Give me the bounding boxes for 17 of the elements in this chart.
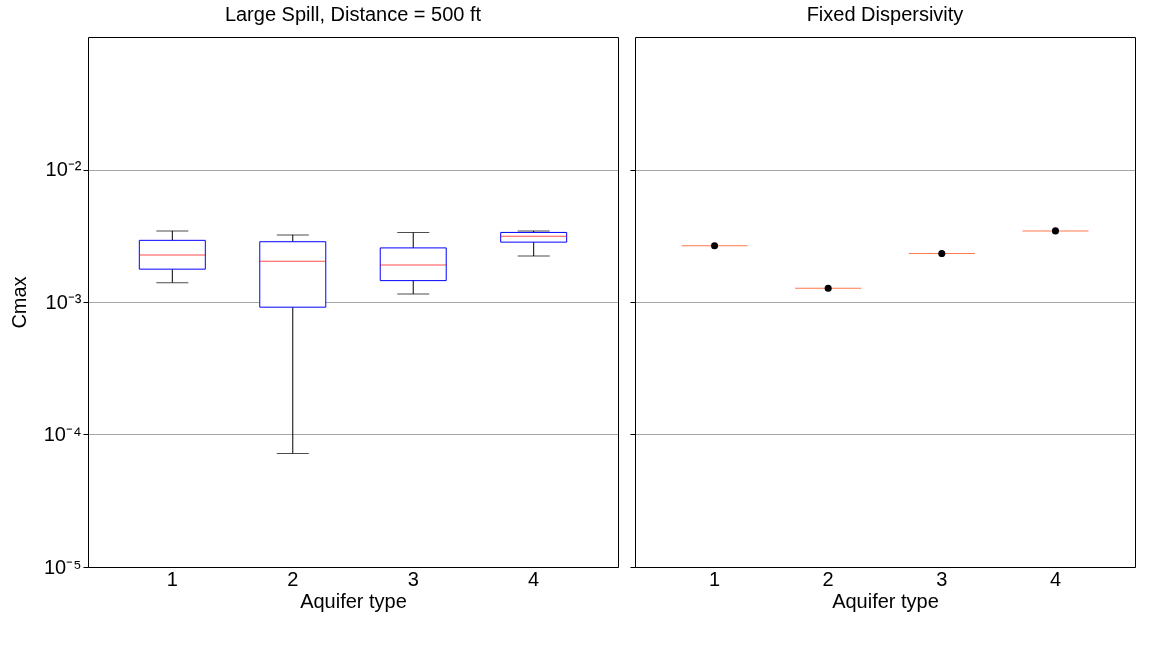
x-tick-label: 2	[822, 567, 834, 590]
x-axis-title: Aquifer type	[832, 589, 939, 612]
y-tick-label: 10⁻²	[45, 158, 82, 180]
chart-title: Fixed Dispersivity	[806, 3, 964, 25]
x-tick-label: 1	[708, 567, 721, 590]
y-tick-label: 10⁻⁵	[43, 555, 82, 578]
chart-title: Large Spill, Distance = 500 ft	[224, 3, 482, 25]
x-axis-title: Aquifer type	[300, 589, 407, 612]
x-tick-label: 3	[936, 567, 948, 590]
x-tick-label: 2	[287, 567, 299, 590]
y-axis-title: Cmax	[7, 276, 30, 329]
y-tick-label: 10⁻³	[45, 290, 82, 313]
x-tick-label: 4	[528, 567, 540, 590]
x-tick-label: 1	[166, 567, 178, 590]
x-tick-label: 3	[407, 567, 419, 590]
y-tick-label: 10⁻⁴	[43, 423, 82, 445]
x-tick-label: 4	[1049, 567, 1062, 590]
